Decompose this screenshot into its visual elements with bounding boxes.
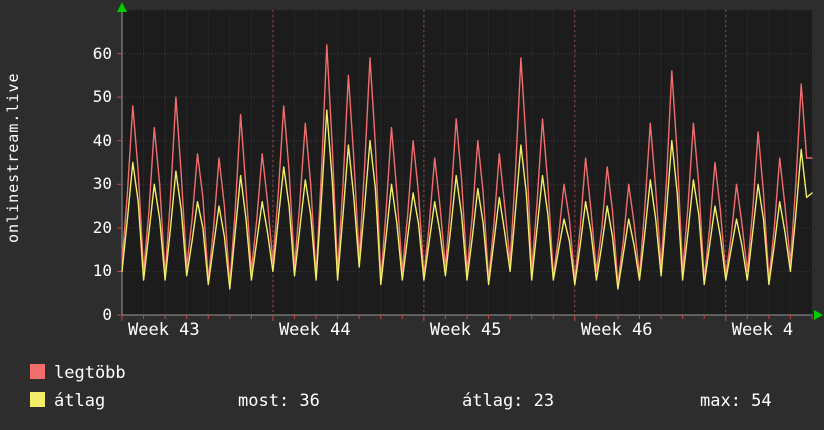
y-tick-label: 60 [92,43,112,63]
y-tick-label: 10 [92,261,112,281]
x-tick-label: Week 46 [580,320,653,340]
x-tick-label: Week 44 [278,320,351,340]
x-tick-label: Week 4 [731,320,794,340]
stat-atlag: átlag: 23 [462,391,555,411]
y-tick-label: 40 [92,130,112,150]
y-tick-label: 30 [92,174,112,194]
x-tick-label: Week 43 [128,320,200,340]
stat-max: max: 54 [700,391,772,411]
legtobb-swatch [30,364,45,379]
y-tick-label: 0 [102,305,112,324]
x-tick-label: Week 45 [429,320,502,340]
y-tick-label: 50 [92,87,112,107]
stat-most: most: 36 [238,391,320,411]
y-tick-label: 20 [92,217,112,237]
atlag-swatch [30,392,45,407]
legtobb-label: legtöbb [54,363,126,383]
atlag-label: átlag [54,391,106,411]
